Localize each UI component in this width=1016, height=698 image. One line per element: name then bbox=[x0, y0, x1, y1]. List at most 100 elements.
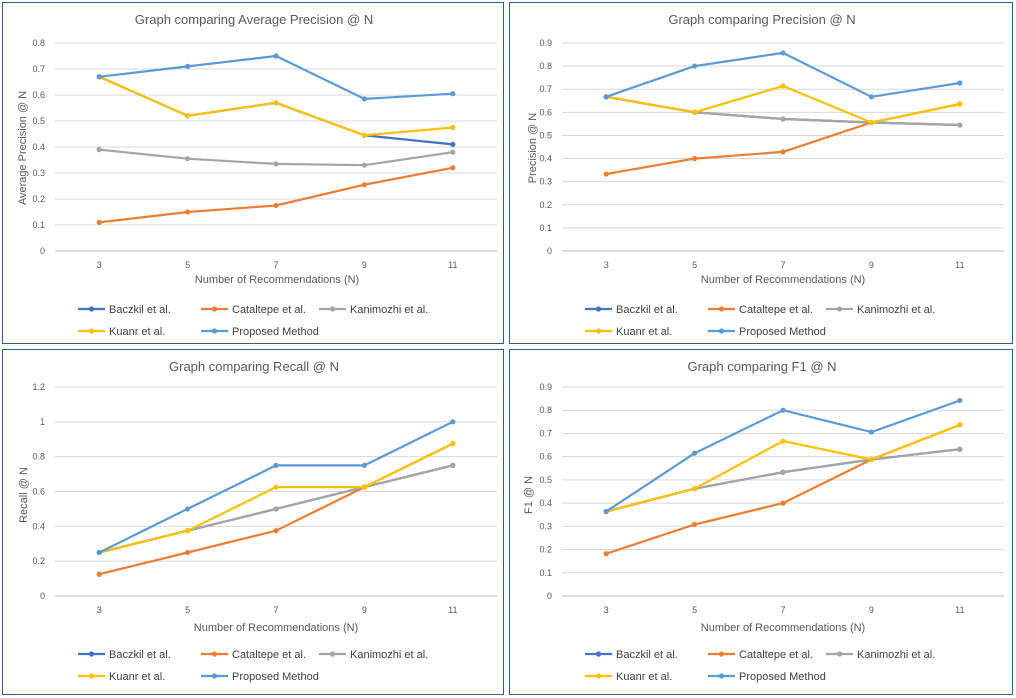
average-precision-chart-svg: Graph comparing Average Precision @ N 0 0… bbox=[17, 12, 497, 338]
data-point bbox=[692, 521, 698, 528]
y-tick-label: 0.2 bbox=[32, 194, 45, 204]
data-point bbox=[361, 182, 367, 188]
data-point bbox=[96, 571, 102, 577]
legend-marker-2 bbox=[329, 651, 336, 657]
y-tick-label: 0.1 bbox=[539, 223, 552, 233]
data-point bbox=[96, 219, 102, 225]
data-point bbox=[450, 419, 456, 425]
data-point bbox=[780, 438, 786, 444]
legend-label: Baczkil et al. bbox=[109, 304, 171, 316]
y-tick-label: 0.3 bbox=[32, 168, 45, 178]
data-point bbox=[96, 147, 102, 153]
y-tick-label: 0.4 bbox=[32, 521, 45, 531]
data-point bbox=[273, 484, 279, 490]
legend-marker-2 bbox=[329, 306, 336, 312]
x-tick-label: 11 bbox=[955, 605, 964, 615]
legend-label: Kuanr et al. bbox=[109, 326, 165, 338]
series-line-3 bbox=[605, 423, 961, 513]
x-tick-label: 9 bbox=[362, 260, 367, 270]
y-tick-label: 0.8 bbox=[539, 61, 552, 71]
data-point bbox=[450, 124, 456, 131]
data-point bbox=[361, 462, 367, 468]
x-tick-label: 11 bbox=[448, 605, 457, 615]
y-tick-label: 0.4 bbox=[32, 142, 45, 152]
data-point bbox=[692, 63, 698, 69]
y-tick-label: 0.8 bbox=[32, 452, 45, 462]
y-axis-title: Recall @ N bbox=[18, 467, 30, 523]
data-point bbox=[361, 484, 367, 490]
x-tick-label: 11 bbox=[955, 260, 964, 270]
y-tick-label: 0.4 bbox=[539, 154, 552, 164]
data-point bbox=[692, 486, 698, 492]
legend-marker-3 bbox=[595, 673, 602, 679]
data-point bbox=[273, 506, 279, 512]
y-tick-label: 0.5 bbox=[539, 475, 552, 485]
data-point bbox=[185, 156, 191, 162]
average-precision-chart: Graph comparing Average Precision @ N 0 0… bbox=[2, 2, 504, 344]
data-point bbox=[957, 446, 963, 452]
y-tick-label: 0.6 bbox=[539, 452, 552, 462]
legend-label: Kuanr et al. bbox=[616, 326, 672, 338]
y-tick-label: 0.8 bbox=[32, 38, 45, 48]
data-point bbox=[450, 441, 456, 447]
data-point bbox=[273, 53, 279, 59]
x-tick-label: 9 bbox=[362, 605, 367, 615]
legend-marker-4 bbox=[211, 673, 218, 679]
x-tick-label: 5 bbox=[185, 260, 190, 270]
y-tick-label: 0.3 bbox=[539, 521, 552, 531]
data-point bbox=[96, 549, 102, 556]
data-point bbox=[273, 100, 279, 106]
legend-label: Cataltepe et al. bbox=[739, 649, 813, 661]
legend-marker-0 bbox=[88, 651, 95, 657]
legend-marker-4 bbox=[718, 673, 725, 679]
legend-label: Proposed Method bbox=[232, 326, 319, 338]
legend-marker-2 bbox=[836, 651, 843, 657]
data-point bbox=[273, 202, 279, 209]
legend-label: Proposed Method bbox=[739, 671, 826, 683]
y-tick-label: 0.4 bbox=[539, 498, 552, 508]
y-tick-label: 0 bbox=[40, 246, 45, 256]
legend-label: Baczkil et al. bbox=[616, 649, 678, 661]
legend-marker-1 bbox=[718, 651, 725, 657]
data-point bbox=[96, 74, 102, 80]
legend-label: Kuanr et al. bbox=[616, 671, 672, 683]
legend-label: Proposed Method bbox=[232, 671, 319, 683]
data-point bbox=[780, 469, 786, 475]
data-point bbox=[957, 122, 963, 128]
y-axis-title: F1 @ N bbox=[523, 476, 535, 514]
legend-marker-1 bbox=[718, 306, 725, 312]
x-tick-label: 3 bbox=[604, 260, 609, 270]
legend-marker-0 bbox=[595, 306, 602, 312]
data-point bbox=[868, 456, 874, 463]
legend-marker-0 bbox=[595, 651, 602, 657]
precision-chart-svg: Graph comparing Precision @ N 0 0.1 0.2 0.3… bbox=[527, 12, 1004, 338]
data-point bbox=[185, 549, 191, 556]
data-point bbox=[957, 397, 963, 404]
data-point bbox=[603, 551, 609, 557]
data-point bbox=[450, 141, 456, 147]
data-point bbox=[185, 506, 191, 512]
x-tick-label: 5 bbox=[185, 605, 190, 615]
legend-marker-3 bbox=[595, 328, 602, 334]
data-point bbox=[273, 528, 279, 534]
legend-label: Baczkil et al. bbox=[616, 304, 678, 316]
legend-marker-1 bbox=[211, 651, 218, 657]
y-tick-label: 0.8 bbox=[539, 405, 552, 415]
f1-chart: Graph comparing F1 @ N 0 0.1 0.2 0.3 0.4 0.5 0… bbox=[509, 349, 1013, 695]
x-tick-label: 11 bbox=[448, 260, 457, 270]
y-tick-label: 0.1 bbox=[539, 568, 552, 578]
data-point bbox=[603, 171, 609, 177]
y-tick-label: 0.9 bbox=[539, 38, 552, 48]
x-tick-label: 7 bbox=[273, 260, 278, 270]
data-point bbox=[185, 63, 191, 69]
y-axis-title: Average Precision @ N bbox=[17, 91, 29, 205]
y-tick-label: 0.2 bbox=[32, 556, 45, 566]
x-tick-label: 7 bbox=[780, 260, 785, 270]
data-point bbox=[780, 407, 786, 413]
data-point bbox=[450, 149, 456, 155]
legend-label: Baczkil et al. bbox=[109, 649, 171, 661]
x-tick-label: 3 bbox=[604, 605, 609, 615]
legend-marker-4 bbox=[211, 328, 218, 334]
data-point bbox=[957, 80, 963, 86]
legend-label: Kanimozhi et al. bbox=[350, 304, 428, 316]
